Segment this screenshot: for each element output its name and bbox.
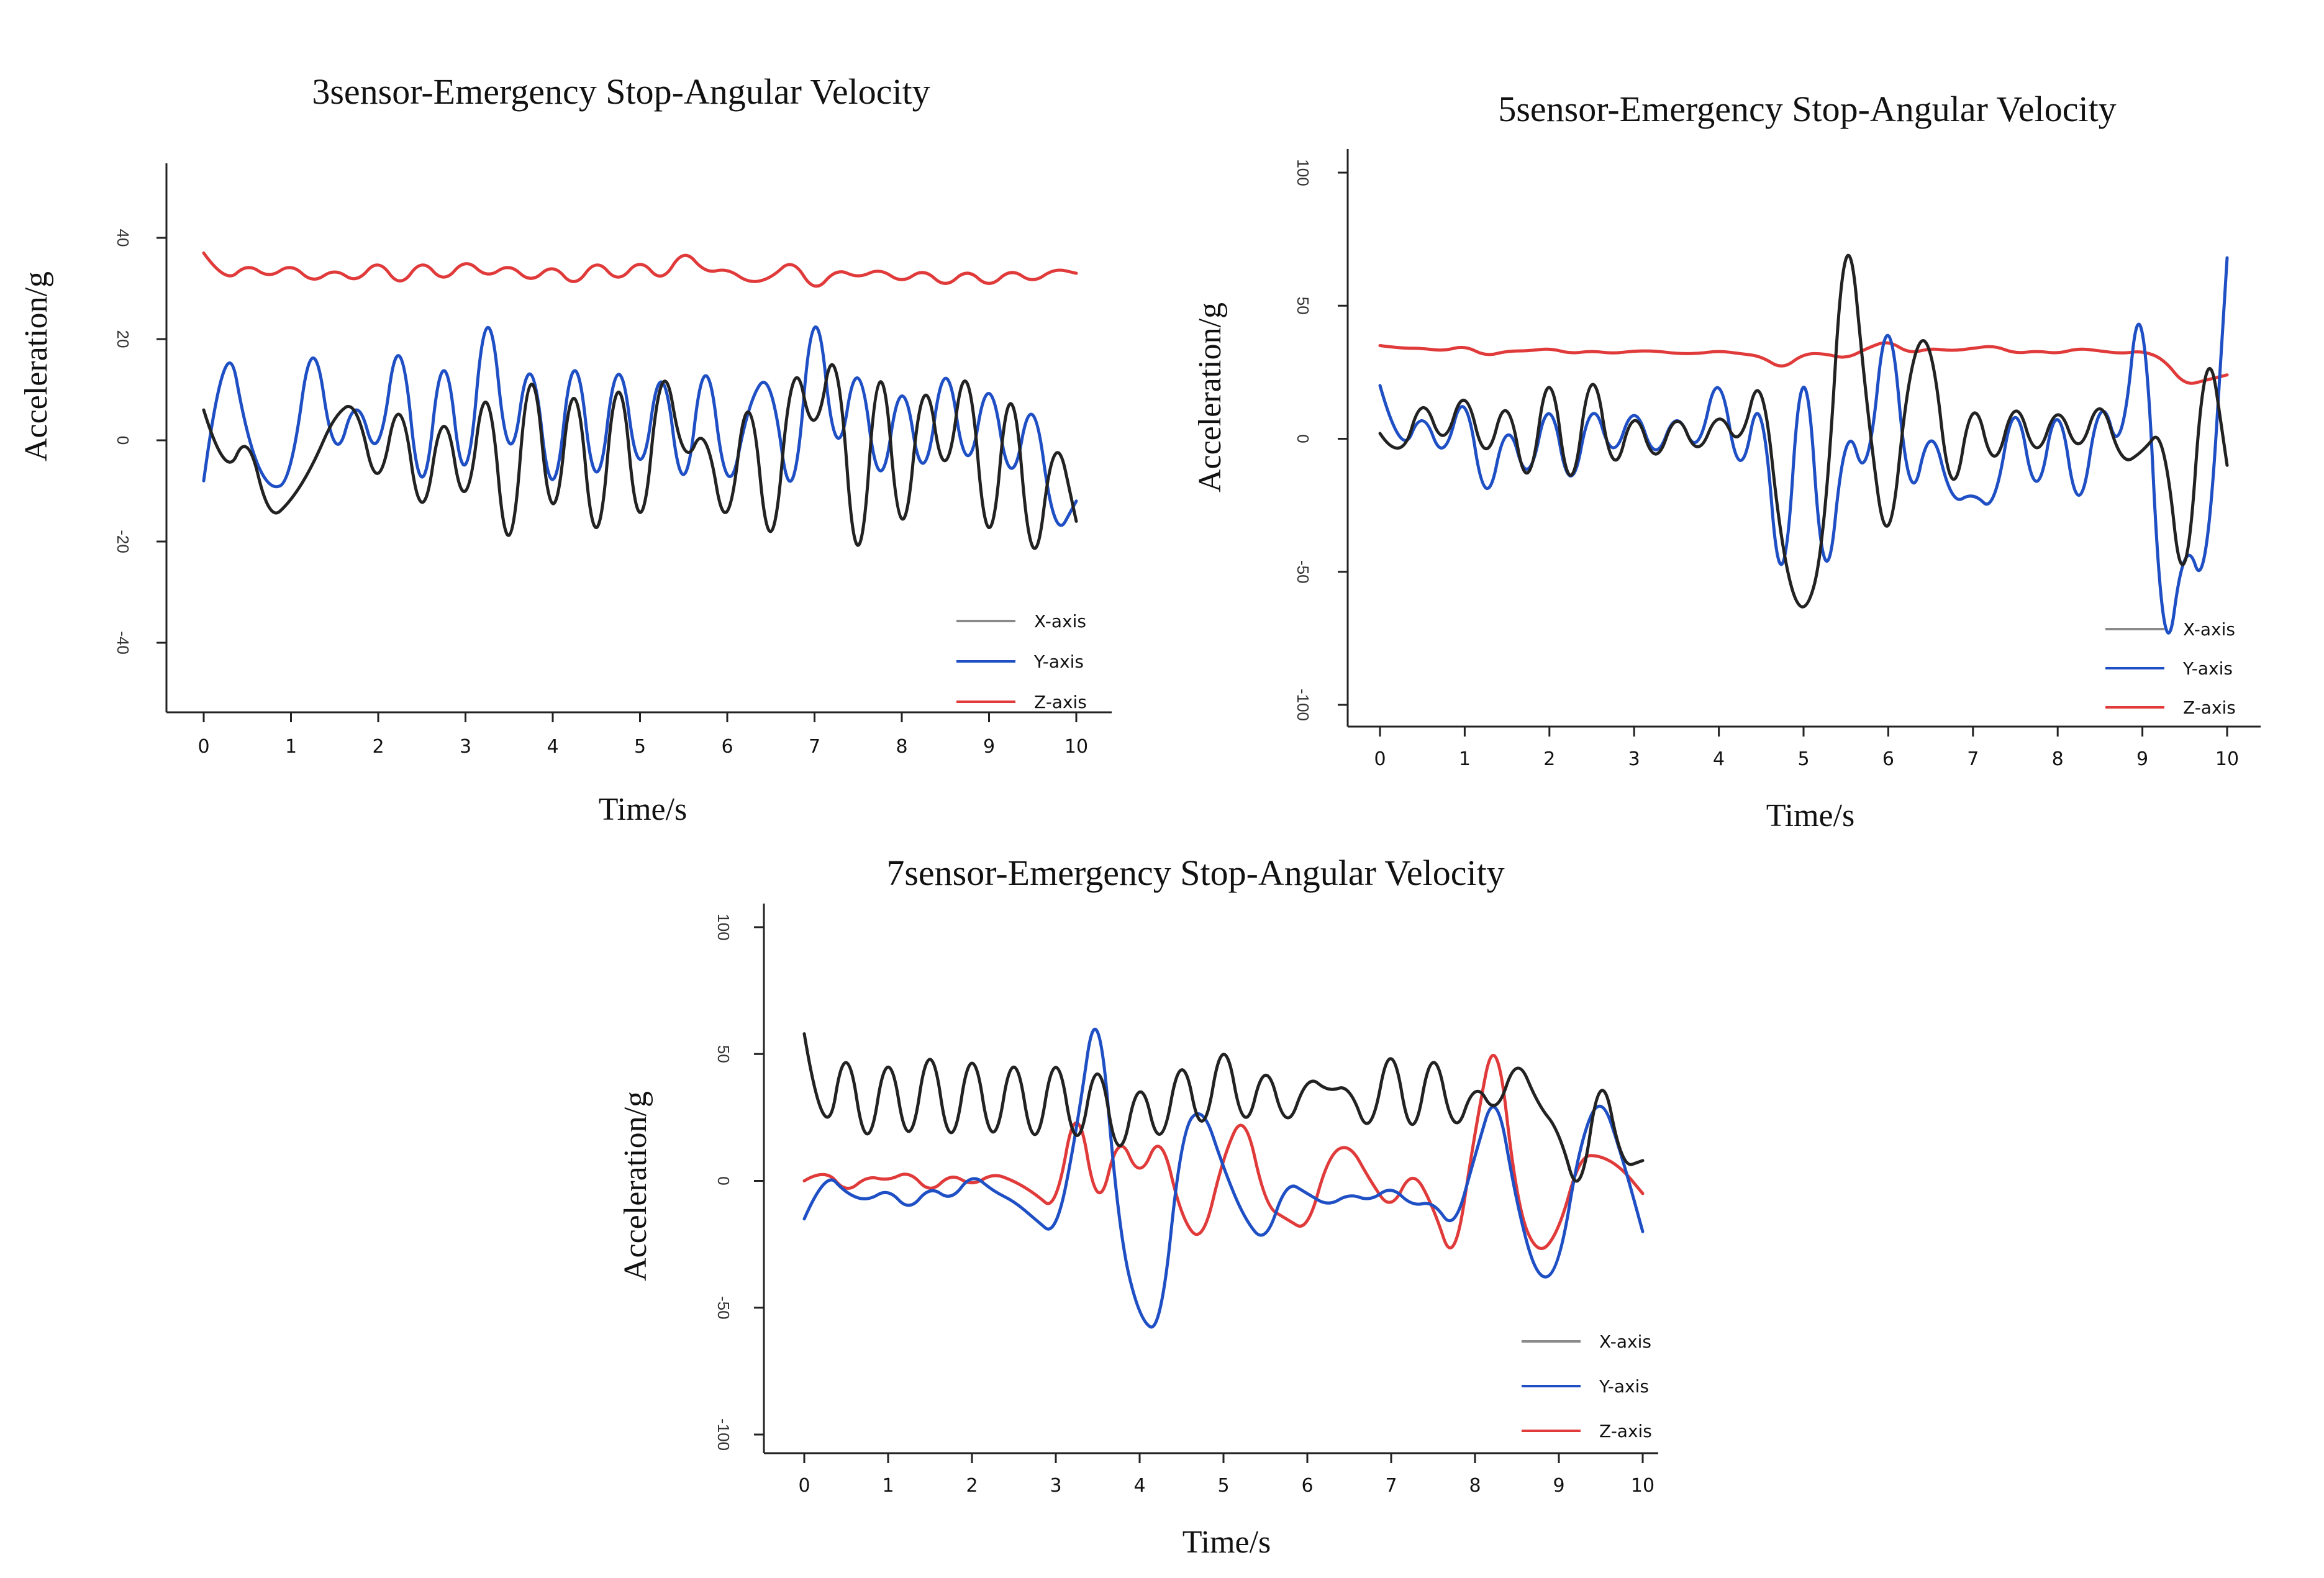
chart-title: 7sensor-Emergency Stop-Angular Velocity [886,853,1504,893]
x-tick-label: 8 [896,736,907,758]
x-tick-label: 1 [285,736,297,758]
x-tick-label: 8 [2052,748,2064,770]
x-tick-label: 3 [1050,1475,1061,1497]
legend-label-x-axis: X-axis [1599,1331,1651,1352]
x-tick-label: 2 [1543,748,1555,770]
series-line-y-axis [802,1027,1645,1329]
series-line-y-axis [202,325,1078,527]
x-tick-label: 1 [882,1475,894,1497]
x-tick-label: 10 [2215,748,2239,770]
x-tick-label: 2 [966,1475,978,1497]
legend-label-y-axis: Y-axis [1599,1376,1649,1397]
y-axis-label: Acceleration/g [1192,302,1228,492]
series-line-y-axis [1378,256,2229,635]
x-axis-label: Time/s [599,792,688,827]
legend-label-x-axis: X-axis [2183,619,2235,640]
chart-title: 3sensor-Emergency Stop-Angular Velocity [312,71,930,112]
x-tick-label: 0 [1374,748,1386,770]
y-tick-label: 100 [714,914,733,940]
x-tick-label: 9 [983,736,995,758]
y-tick-label: 100 [1294,159,1312,186]
legend-label-x-axis: X-axis [1034,611,1086,632]
x-tick-label: 7 [1385,1475,1397,1497]
series-line-z-axis [202,251,1078,288]
x-axis-label: Time/s [1182,1525,1271,1560]
y-tick-label: -40 [114,631,132,655]
x-tick-label: 3 [460,736,471,758]
y-axis-label: Acceleration/g [618,1091,653,1281]
series-line-z-axis [802,1053,1645,1250]
x-tick-label: 5 [634,736,646,758]
y-tick-label: 0 [714,1176,733,1185]
x-tick-label: 10 [1064,736,1088,758]
chart-5sensor: 5sensor-Emergency Stop-Angular Velocity 0… [1192,89,2261,833]
x-tick-label: 7 [809,736,820,758]
y-tick-label: 0 [114,436,132,445]
x-tick-label: 0 [197,736,209,758]
legend-label-y-axis: Y-axis [1033,651,1084,672]
legend-label-z-axis: Z-axis [1034,692,1087,712]
x-tick-label: 3 [1628,748,1640,770]
y-tick-label: -100 [1294,689,1312,721]
x-tick-label: 9 [1553,1475,1564,1497]
x-tick-label: 1 [1459,748,1471,770]
x-axis-label: Time/s [1766,798,1855,833]
y-axis-label: Acceleration/g [19,271,54,461]
x-tick-label: 7 [1967,748,1979,770]
x-tick-label: 4 [1713,748,1725,770]
x-tick-label: 6 [721,736,733,758]
legend-label-z-axis: Z-axis [1599,1421,1652,1441]
chart-3sensor: 3sensor-Emergency Stop-Angular Velocity 0… [19,71,1112,827]
y-tick-label: 0 [1294,434,1312,443]
series-line-z-axis [1378,341,2229,385]
y-tick-label: -100 [714,1418,733,1451]
y-tick-label: 50 [1294,297,1312,315]
y-tick-label: -50 [714,1296,733,1320]
x-tick-label: 5 [1217,1475,1229,1497]
x-tick-label: 10 [1631,1475,1654,1497]
x-tick-label: 5 [1797,748,1809,770]
x-tick-label: 8 [1469,1475,1481,1497]
x-tick-label: 4 [1133,1475,1145,1497]
y-tick-label: 50 [714,1045,733,1063]
y-tick-label: 20 [114,330,132,348]
x-tick-label: 2 [372,736,384,758]
x-tick-label: 6 [1882,748,1894,770]
x-tick-label: 6 [1301,1475,1313,1497]
series-line-x-axis [802,1032,1645,1183]
x-tick-label: 0 [798,1475,810,1497]
x-tick-label: 9 [2136,748,2148,770]
y-tick-label: -50 [1294,560,1312,584]
chart-title: 5sensor-Emergency Stop-Angular Velocity [1498,89,2116,129]
x-tick-label: 4 [547,736,558,758]
series-line-x-axis [1378,253,2229,609]
y-tick-label: 40 [114,229,132,247]
legend-label-z-axis: Z-axis [2183,697,2236,718]
chart-7sensor: 7sensor-Emergency Stop-Angular Velocity 0… [618,853,1658,1560]
y-tick-label: -20 [114,530,132,553]
series-line-x-axis [202,363,1078,550]
legend-label-y-axis: Y-axis [2182,658,2233,679]
